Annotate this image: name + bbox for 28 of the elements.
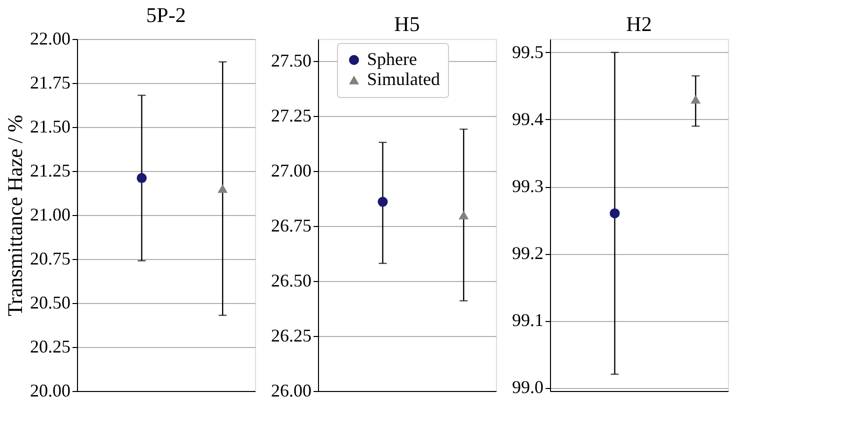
y-tick-label: 99.2 xyxy=(512,243,544,264)
y-tick-label: 27.50 xyxy=(271,50,312,70)
y-tick-label: 20.25 xyxy=(30,336,70,356)
y-tick-label: 21.75 xyxy=(30,72,70,92)
chart-title: 5P-2 xyxy=(146,3,186,27)
legend-label: Sphere xyxy=(367,49,417,69)
y-tick-label: 99.1 xyxy=(512,310,544,330)
y-tick-label: 26.75 xyxy=(271,216,312,236)
y-tick-label: 27.25 xyxy=(271,106,312,126)
chart-title: H2 xyxy=(626,12,652,36)
chart-title: H5 xyxy=(394,12,420,36)
y-tick-label: 20.75 xyxy=(30,248,70,268)
y-tick-label: 99.0 xyxy=(512,377,544,398)
y-tick-label: 22.00 xyxy=(30,28,70,48)
y-axis-title: Transmittance Haze / % xyxy=(3,114,27,316)
y-tick-label: 99.4 xyxy=(512,108,544,129)
y-tick-label: 26.00 xyxy=(271,380,312,400)
y-tick-label: 20.50 xyxy=(30,292,70,312)
y-tick-label: 21.25 xyxy=(30,160,70,180)
y-tick-label: 27.00 xyxy=(271,160,312,180)
y-tick-label: 21.00 xyxy=(30,204,70,224)
y-tick-label: 99.5 xyxy=(512,42,544,62)
y-tick-label: 21.50 xyxy=(30,116,70,136)
y-tick-label: 26.50 xyxy=(271,270,312,290)
y-tick-label: 99.3 xyxy=(512,176,544,196)
y-tick-label: 20.00 xyxy=(30,380,70,400)
y-tick-label: 26.25 xyxy=(271,326,312,346)
legend-label: Simulated xyxy=(367,69,440,89)
